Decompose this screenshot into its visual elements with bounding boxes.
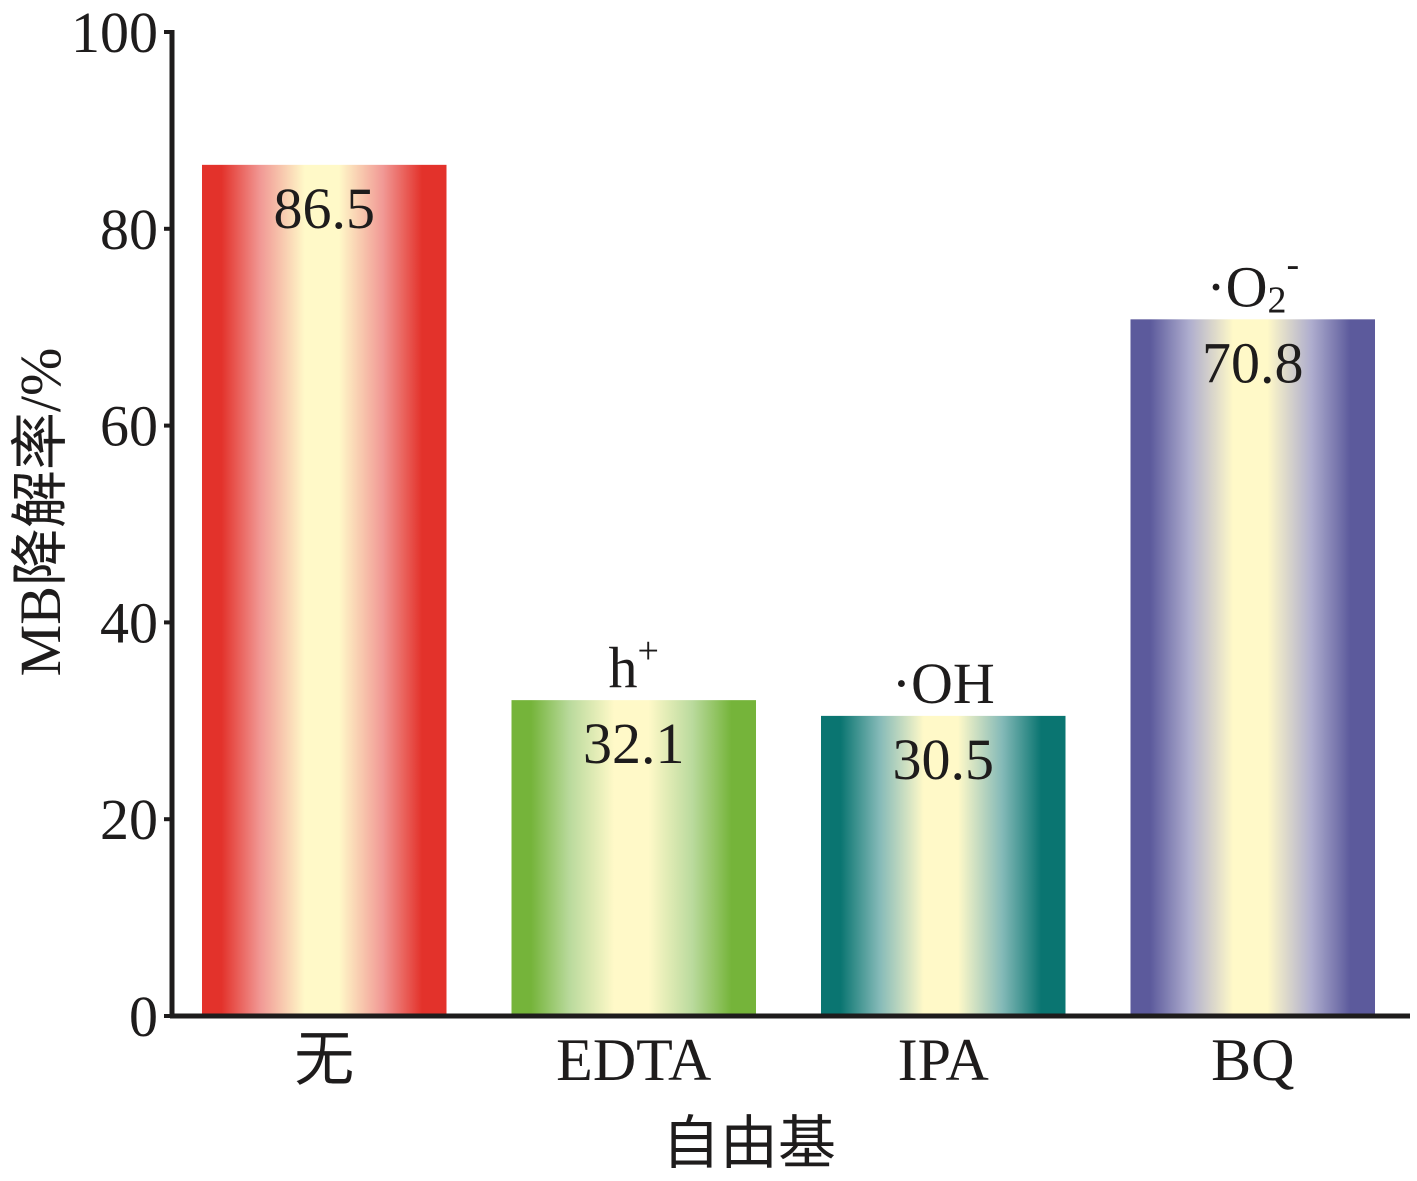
x-tick-label: 无	[294, 1027, 354, 1093]
annotations-group: h+ ·OH ·O2-	[609, 243, 1300, 716]
bar-1	[201, 164, 447, 1017]
value-labels-group: 86.5 32.1 30.5 70.8	[274, 176, 1304, 792]
y-tick-label: 40	[100, 590, 158, 655]
value-label-4: 70.8	[1202, 330, 1304, 395]
value-label-2: 32.1	[583, 711, 685, 776]
annotation-4: ·O2-	[1206, 243, 1299, 321]
y-tick-label: 0	[129, 984, 158, 1049]
x-tick-label: BQ	[1211, 1027, 1294, 1093]
annotation-base: ·O	[1206, 254, 1267, 319]
annotation-base: h	[609, 635, 638, 700]
value-label-3: 30.5	[893, 727, 995, 792]
x-tick-label: IPA	[898, 1027, 989, 1093]
annotation-superscript: +	[638, 630, 659, 672]
annotation-base: ·OH	[892, 651, 995, 716]
annotation-subscript: 2	[1268, 279, 1287, 321]
y-tick-label: 20	[100, 787, 158, 852]
value-label-1: 86.5	[274, 176, 376, 241]
annotation-superscript: -	[1287, 243, 1300, 285]
x-axis-title: 自由基	[662, 1111, 836, 1176]
annotation-3: ·OH	[892, 651, 995, 716]
y-axis-ticks: 0 20 40 60 80 100	[71, 0, 172, 1049]
y-tick-label: 60	[100, 394, 158, 459]
bar-2	[511, 700, 757, 1016]
y-axis-title: MB降解率/%	[8, 348, 73, 677]
y-tick-label: 100	[71, 0, 158, 65]
bars-group	[201, 164, 1376, 1017]
bar-4	[1130, 319, 1376, 1016]
bar-3	[820, 715, 1066, 1016]
annotation-2: h+	[609, 630, 659, 700]
x-tick-label: EDTA	[556, 1027, 711, 1093]
x-axis-labels: 无 EDTA IPA BQ	[294, 1027, 1294, 1093]
y-tick-label: 80	[100, 197, 158, 262]
